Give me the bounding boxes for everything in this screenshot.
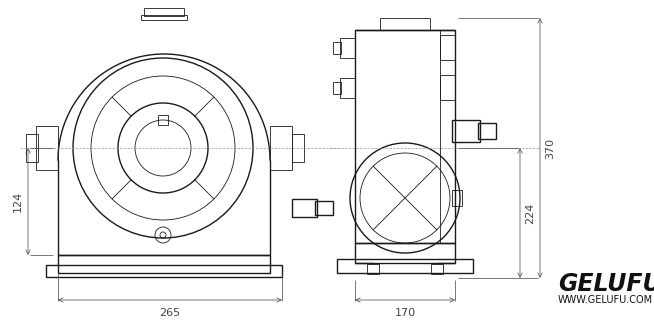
- Bar: [58, 255, 270, 273]
- Bar: [337, 259, 473, 273]
- Bar: [26, 134, 38, 162]
- Text: 224: 224: [525, 202, 535, 224]
- Text: 124: 124: [13, 191, 23, 212]
- Bar: [340, 38, 355, 58]
- Text: GELUFU: GELUFU: [558, 272, 654, 296]
- Bar: [452, 120, 480, 142]
- Bar: [440, 75, 455, 100]
- Bar: [355, 243, 455, 263]
- Bar: [292, 134, 304, 162]
- Text: 265: 265: [160, 308, 181, 318]
- Text: WWW.GELUFU.COM: WWW.GELUFU.COM: [558, 295, 653, 305]
- Bar: [46, 265, 282, 277]
- Bar: [431, 264, 443, 274]
- Bar: [440, 35, 455, 60]
- Bar: [333, 42, 341, 54]
- Bar: [36, 126, 58, 170]
- Text: 370: 370: [545, 137, 555, 159]
- Bar: [141, 15, 187, 20]
- Bar: [333, 82, 341, 94]
- Text: 170: 170: [394, 308, 415, 318]
- Bar: [367, 264, 379, 274]
- Bar: [292, 199, 317, 217]
- Bar: [380, 18, 430, 30]
- Bar: [144, 8, 184, 16]
- Bar: [158, 115, 168, 125]
- Bar: [355, 30, 455, 243]
- Bar: [340, 78, 355, 98]
- Bar: [270, 126, 292, 170]
- Bar: [478, 123, 496, 139]
- Bar: [452, 190, 462, 206]
- Bar: [315, 201, 333, 215]
